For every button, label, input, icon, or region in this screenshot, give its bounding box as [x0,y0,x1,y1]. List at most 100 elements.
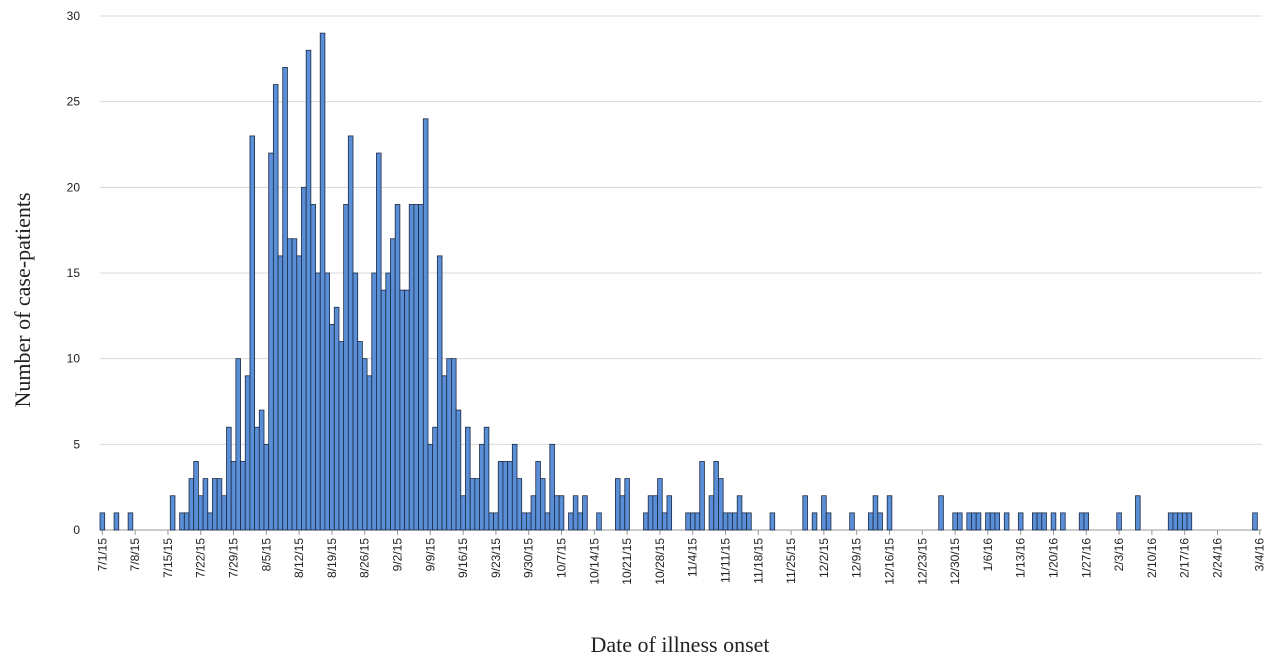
x-tick-label: 12/9/15 [850,538,864,578]
bar [366,375,373,531]
bar [615,478,621,531]
bar [169,495,176,531]
x-tick-label: 8/19/15 [325,538,339,578]
x-tick-label: 7/1/15 [95,538,109,572]
bar [643,512,649,531]
bar [596,512,602,531]
bar [399,289,405,531]
x-tick-label: 10/14/15 [587,538,601,585]
bar [952,512,958,531]
bar [436,255,443,531]
bar [333,306,340,531]
bar [408,204,415,531]
x-tick-label: 12/30/15 [948,538,962,585]
bar [1017,512,1024,531]
bar [240,461,246,531]
bar [741,512,747,531]
bar [558,495,565,531]
bar [272,84,279,531]
x-tick-label: 2/3/16 [1112,538,1126,572]
x-tick-label: 8/12/15 [292,538,306,578]
bar [994,512,1001,531]
x-tick-label: 7/29/15 [227,538,241,578]
bar [305,49,312,531]
bar [694,512,701,531]
bar [708,495,715,531]
bar [469,478,476,531]
bar [1186,512,1193,531]
bar [811,512,818,531]
bar [113,512,120,531]
bar [624,478,630,531]
bar [193,461,199,531]
bar [432,426,438,531]
x-tick-label: 9/23/15 [489,538,503,578]
bar [427,443,434,531]
y-axis-title: Number of case-patients [10,192,35,407]
bar [582,495,588,531]
bar [249,135,256,531]
bar [525,512,532,531]
bar [530,495,537,531]
x-tick-label: 11/18/15 [751,538,765,584]
bar [989,512,996,531]
bar [338,341,345,531]
bar [1135,495,1141,531]
bar [207,512,213,531]
bar [301,186,307,531]
bar [422,118,429,531]
bar [502,461,509,531]
x-tick-label: 11/4/15 [686,538,700,577]
y-tick-label: 0 [73,523,80,537]
x-tick-label: 2/10/16 [1145,538,1159,578]
bar [404,289,410,531]
bar [127,512,134,531]
bar [511,443,518,531]
bar [352,272,359,531]
bar [441,375,448,531]
bar [985,512,991,531]
bar [371,272,377,531]
bar [699,461,705,531]
bar [572,495,579,531]
bar [216,478,223,531]
bar [497,461,504,531]
bar [746,512,752,531]
bar [657,478,663,531]
bar [971,512,977,531]
x-tick-label: 9/30/15 [522,538,536,578]
bar [507,461,513,531]
bar [479,443,485,531]
x-tick-label: 7/8/15 [128,538,142,572]
bar [769,512,776,531]
bar [254,426,260,531]
y-tick-label: 5 [73,437,80,451]
bar [357,341,363,531]
bar [938,495,944,531]
x-tick-label: 2/17/16 [1178,538,1192,578]
bar [718,478,724,531]
bar [324,272,330,531]
bar [390,238,396,531]
bar [568,512,574,531]
bar [872,495,879,531]
bar [282,67,288,531]
bar [535,461,541,531]
y-tick-label: 25 [67,95,81,109]
bar [1181,512,1188,531]
bar [183,512,190,531]
bar [802,495,808,531]
x-tick-label: 12/23/15 [915,538,929,585]
bar [413,204,420,531]
y-tick-label: 30 [67,9,81,23]
bar [315,272,321,531]
bar [188,478,195,531]
x-tick-label: 12/16/15 [883,538,897,585]
x-tick-label: 1/20/16 [1046,538,1060,578]
bar [849,512,855,531]
bar [727,512,733,531]
bar [99,512,106,531]
bar [1060,512,1066,531]
bar [689,512,696,531]
bar [221,495,227,531]
